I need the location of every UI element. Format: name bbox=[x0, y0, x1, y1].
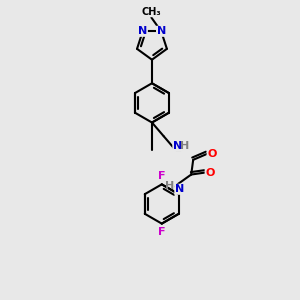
Text: N: N bbox=[173, 141, 182, 151]
Text: F: F bbox=[158, 170, 166, 181]
Text: H: H bbox=[165, 181, 174, 191]
Text: N: N bbox=[157, 26, 166, 36]
Text: N: N bbox=[175, 184, 184, 194]
Text: O: O bbox=[205, 168, 214, 178]
Text: CH₃: CH₃ bbox=[142, 7, 161, 17]
Text: N: N bbox=[138, 26, 147, 36]
Text: O: O bbox=[207, 149, 217, 159]
Text: H: H bbox=[180, 141, 189, 151]
Text: F: F bbox=[158, 227, 166, 237]
